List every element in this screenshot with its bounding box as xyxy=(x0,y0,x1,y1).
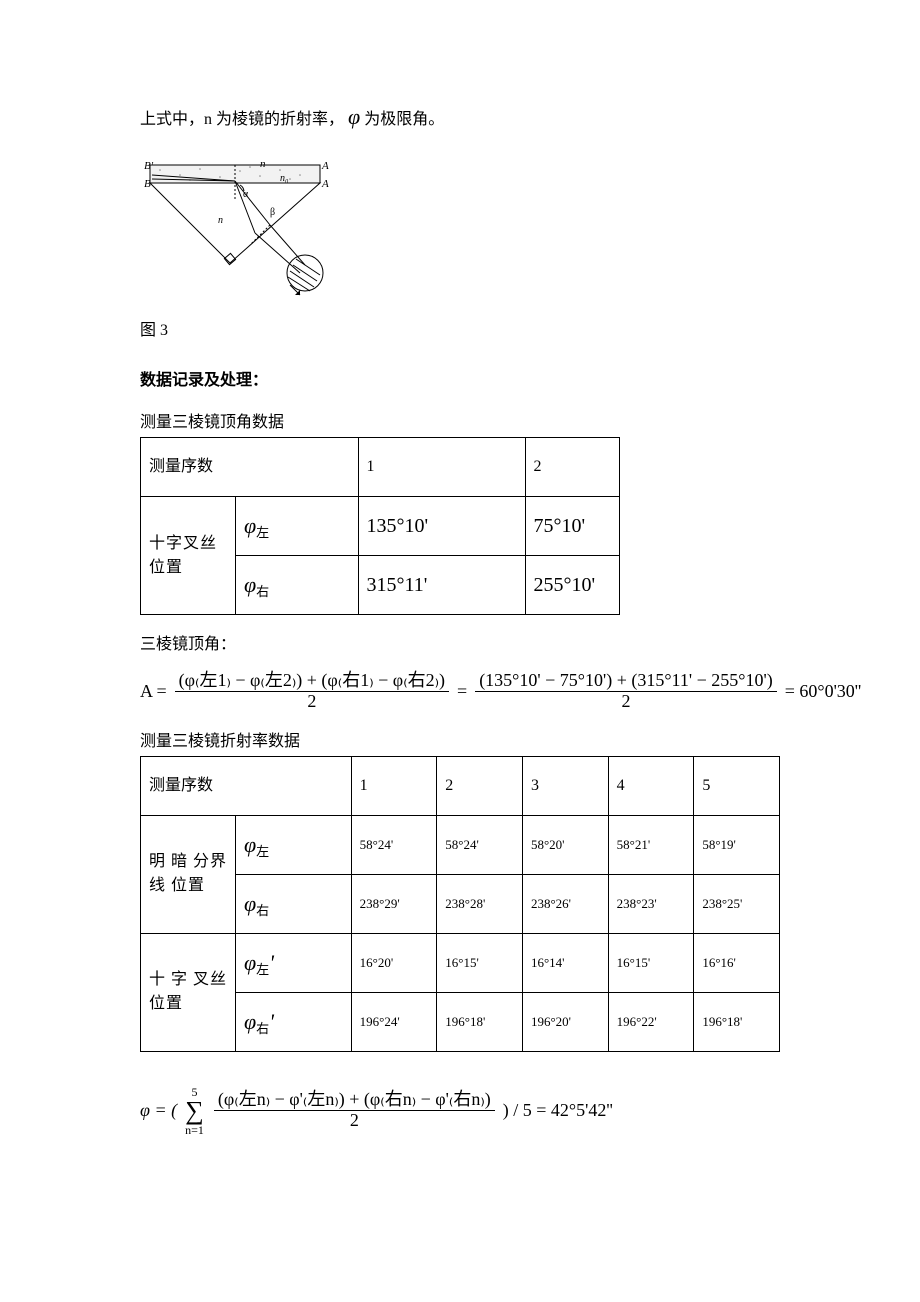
svg-text:n: n xyxy=(218,215,223,226)
t2-r4c3: 196°20' xyxy=(522,992,608,1051)
t1-r1c2: 75°10' xyxy=(525,497,619,556)
t2-group1: 明 暗 分界 线 位置 xyxy=(141,815,236,933)
intro-text-2: 为极限角。 xyxy=(364,111,444,128)
t2-r2c2: 238°28' xyxy=(437,874,523,933)
phi-symbol: φ xyxy=(348,104,360,129)
table1-title: 测量三棱镜顶角数据 xyxy=(140,411,780,435)
svg-text:B: B xyxy=(144,178,151,190)
apex-frac2: (135°10' − 75°10') + (315°11' − 255°10')… xyxy=(475,671,777,712)
apex-equation: A = (φ₍左1₎ − φ₍左2₎) + (φ₍右1₎ − φ₍右2₎) 2 … xyxy=(140,671,780,712)
t1-r1c1: 135°10' xyxy=(358,497,525,556)
svg-text:n₀: n₀ xyxy=(280,173,289,184)
t2-r4c4: 196°22' xyxy=(608,992,694,1051)
t2-c2: 2 xyxy=(437,756,523,815)
t2-r4c2: 196°18' xyxy=(437,992,523,1051)
svg-text:B': B' xyxy=(144,160,154,172)
t2-header: 测量序数 xyxy=(141,756,352,815)
svg-text:α: α xyxy=(243,189,249,200)
t2-group2: 十 字 叉丝位置 xyxy=(141,933,236,1051)
apex-result: = 60°0'30'' xyxy=(785,678,862,705)
t2-r1c1: 58°24' xyxy=(351,815,437,874)
figure-3-diagram: B' B A' A n n₀ α β n xyxy=(140,155,780,313)
apex-label: 三棱镜顶角： xyxy=(140,633,780,657)
t1-col-2: 2 xyxy=(525,438,619,497)
section-title: 数据记录及处理： xyxy=(140,369,780,393)
avg-frac: (φ₍左n₎ − φ'₍左n₎) + (φ₍右n₎ − φ'₍右n₎) 2 xyxy=(214,1090,495,1131)
t2-r1c2: 58°24' xyxy=(437,815,523,874)
t2-r4c5: 196°18' xyxy=(694,992,780,1051)
t2-r2c1: 238°29' xyxy=(351,874,437,933)
t2-r3c3: 16°14' xyxy=(522,933,608,992)
svg-text:A': A' xyxy=(321,160,330,172)
t1-phi-right: φ右 xyxy=(236,556,359,615)
t2-r3c2: 16°15' xyxy=(437,933,523,992)
avg-equation: φ = ( 5 ∑ n=1 (φ₍左n₎ − φ'₍左n₎) + (φ₍右n₎ … xyxy=(140,1086,780,1136)
t2-r2c3: 238°26' xyxy=(522,874,608,933)
avg-lhs: φ = ( xyxy=(140,1097,177,1124)
t2-c3: 3 xyxy=(522,756,608,815)
svg-text:n: n xyxy=(260,158,266,170)
t1-r2c1: 315°11' xyxy=(358,556,525,615)
t2-r4c1: 196°24' xyxy=(351,992,437,1051)
table-apex-angle: 测量序数 1 2 十字叉丝位置 φ左 135°10' 75°10' φ右 315… xyxy=(140,437,620,615)
t2-sym-r2: φ右 xyxy=(236,874,352,933)
apex-lhs: A = xyxy=(140,678,167,705)
t2-sym-r4: φ右' xyxy=(236,992,352,1051)
t2-r3c1: 16°20' xyxy=(351,933,437,992)
t2-r2c4: 238°23' xyxy=(608,874,694,933)
t1-col-1: 1 xyxy=(358,438,525,497)
t2-r2c5: 238°25' xyxy=(694,874,780,933)
t1-r2c2: 255°10' xyxy=(525,556,619,615)
t2-c1: 1 xyxy=(351,756,437,815)
avg-rhs: ) / 5 = 42°5'42'' xyxy=(503,1097,613,1124)
t2-r1c3: 58°20' xyxy=(522,815,608,874)
sum-symbol: 5 ∑ n=1 xyxy=(185,1086,204,1136)
svg-text:A: A xyxy=(321,178,329,190)
t1-phi-left: φ左 xyxy=(236,497,359,556)
t2-r1c5: 58°19' xyxy=(694,815,780,874)
apex-frac1: (φ₍左1₎ − φ₍左2₎) + (φ₍右1₎ − φ₍右2₎) 2 xyxy=(175,671,449,712)
t2-c5: 5 xyxy=(694,756,780,815)
t2-c4: 4 xyxy=(608,756,694,815)
table-refraction: 测量序数 1 2 3 4 5 明 暗 分界 线 位置 φ左 58°24' 58°… xyxy=(140,756,780,1052)
prism-refraction-svg: B' B A' A n n₀ α β n xyxy=(140,155,330,305)
t2-sym-r1: φ左 xyxy=(236,815,352,874)
t1-header: 测量序数 xyxy=(141,438,359,497)
t2-r1c4: 58°21' xyxy=(608,815,694,874)
svg-text:β: β xyxy=(270,207,275,218)
intro-line: 上式中，n 为棱镜的折射率， φ 为极限角。 xyxy=(140,100,780,133)
t2-r3c5: 16°16' xyxy=(694,933,780,992)
t1-rowgroup: 十字叉丝位置 xyxy=(141,497,236,615)
intro-text-1: 上式中，n 为棱镜的折射率， xyxy=(140,111,344,128)
t2-sym-r3: φ左' xyxy=(236,933,352,992)
figure-3-caption: 图 3 xyxy=(140,319,780,343)
t2-r3c4: 16°15' xyxy=(608,933,694,992)
table2-title: 测量三棱镜折射率数据 xyxy=(140,730,780,754)
